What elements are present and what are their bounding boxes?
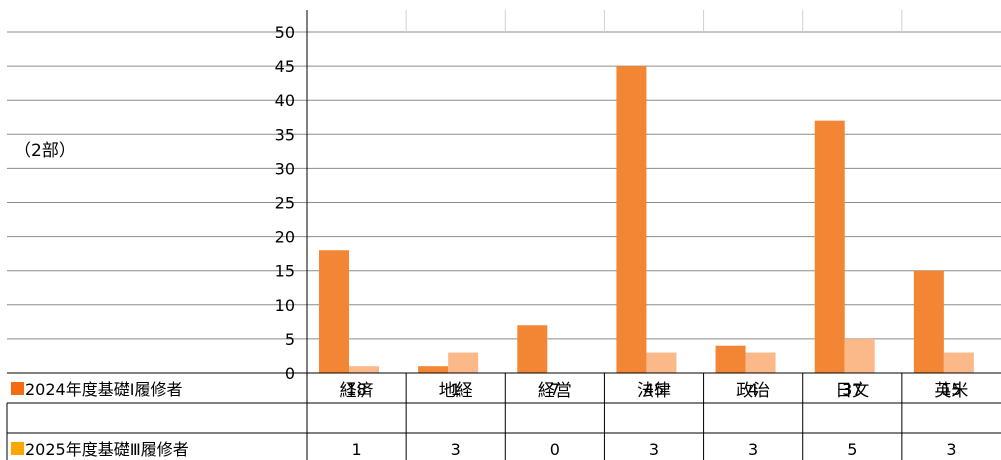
bar	[517, 325, 548, 373]
bar	[418, 366, 449, 373]
bar	[745, 352, 776, 373]
y-tick-label: 10	[275, 296, 295, 315]
bar	[616, 66, 647, 373]
data-table-value: 7	[550, 380, 560, 399]
category-label: 地経	[439, 381, 473, 401]
y-tick-label: 40	[275, 91, 295, 110]
y-tick-label: 50	[275, 23, 295, 42]
y-axis-label: （2部）	[14, 141, 76, 161]
data-table-value: 3	[649, 440, 659, 459]
data-table-value: 3	[451, 440, 461, 459]
category-label: 経済	[340, 381, 374, 401]
y-tick-label: 35	[275, 125, 295, 144]
data-table-value: 4	[748, 380, 758, 399]
data-table-value: 1	[351, 440, 361, 459]
data-table-value: 37	[842, 380, 862, 399]
legend-label: 2025年度基礎Ⅲ履修者	[25, 440, 189, 459]
bar	[319, 250, 349, 373]
y-tick-label: 30	[275, 159, 295, 178]
data-table-value: 5	[847, 440, 857, 459]
category-label: 法律	[637, 381, 671, 401]
bar	[646, 352, 677, 373]
bar	[844, 338, 875, 373]
legend-marker	[11, 442, 24, 455]
category-label: 英米	[934, 381, 968, 401]
category-label: 政治	[736, 381, 770, 401]
y-tick-label: 15	[275, 262, 295, 281]
data-table-value: 3	[748, 440, 758, 459]
data-table-value: 3	[946, 440, 956, 459]
bar	[448, 352, 479, 373]
y-tick-label: 20	[275, 228, 295, 247]
bar	[943, 352, 974, 373]
data-table-value: 18	[346, 380, 366, 399]
data-table-value: 45	[644, 380, 664, 399]
bar	[349, 366, 379, 373]
data-table-value: 1	[451, 380, 461, 399]
y-tick-label: 45	[275, 57, 295, 76]
y-tick-label: 5	[285, 330, 295, 349]
data-table-value: 15	[941, 380, 961, 399]
category-label: 日文	[835, 381, 869, 401]
legend-label: 2024年度基礎Ⅰ履修者	[25, 380, 182, 399]
category-label: 経営	[538, 381, 572, 401]
legend-marker	[11, 382, 24, 395]
y-tick-label: 25	[275, 194, 295, 213]
bar	[715, 345, 746, 373]
data-table-value: 0	[550, 440, 560, 459]
bar	[814, 120, 845, 373]
bar	[913, 270, 944, 373]
